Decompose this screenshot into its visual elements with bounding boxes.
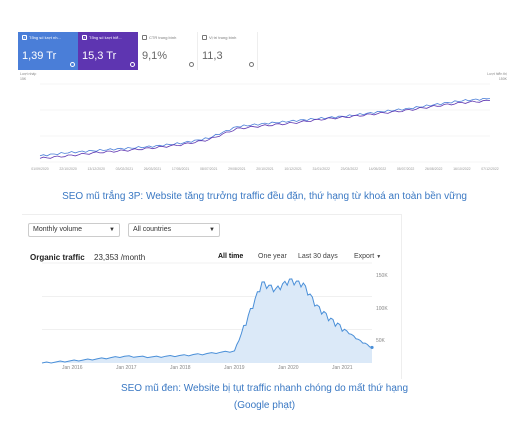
card-label: CTR trung bình	[149, 35, 177, 40]
y-tick-label: 50K	[376, 338, 385, 344]
card-label: Tổng số lượt nh...	[29, 35, 61, 40]
y-tick-label: 150K	[376, 273, 388, 279]
y-tick-label: 100K	[376, 306, 388, 312]
x-tick-label: 20/10/2021	[256, 167, 274, 171]
metric-select-value: Monthly volume	[33, 226, 83, 233]
card-label: Tổng số lượt hiể...	[89, 35, 122, 40]
current-point[interactable]	[370, 345, 374, 350]
card-total-clicks[interactable]: ✓ Tổng số lượt nh... 1,39 Tr	[18, 32, 78, 70]
x-tick-label: 13/12/2020	[87, 167, 105, 171]
x-tick-label: 29/08/2021	[228, 167, 246, 171]
x-tick-label: Jan 2019	[224, 365, 245, 371]
caption-black-hat: SEO mũ đen: Website bị tụt traffic nhanh…	[120, 383, 409, 394]
x-tick-label: 01/09/2020	[31, 167, 49, 171]
x-tick-label: 26/03/2021	[144, 167, 162, 171]
x-tick-label: 08/07/2021	[200, 167, 218, 171]
x-tick-label: 31/01/2022	[312, 167, 330, 171]
x-tick-label: Jan 2017	[116, 365, 137, 371]
chevron-down-icon: ▼	[209, 227, 215, 233]
help-icon[interactable]	[189, 62, 194, 67]
country-select-value: All countries	[133, 226, 172, 233]
x-tick-label: 03/02/2021	[116, 167, 134, 171]
x-tick-label: Jan 2018	[170, 365, 191, 371]
organic-traffic-label: Organic traffic	[30, 253, 85, 262]
metric-cards: ✓ Tổng số lượt nh... 1,39 Tr ✓ Tổng số lượ…	[18, 32, 258, 70]
card-label: Vị trí trung bình	[209, 35, 237, 40]
card-average-position[interactable]: Vị trí trung bình 11,3	[198, 32, 258, 70]
export-button[interactable]: Export ▼	[354, 253, 381, 260]
caption-google-penalty: (Google phạt)	[233, 400, 296, 411]
x-tick-label: 10/12/2021	[284, 167, 302, 171]
chevron-down-icon: ▼	[376, 254, 382, 260]
traffic-area	[42, 278, 372, 363]
card-value: 15,3 Tr	[82, 50, 117, 62]
range-all-time[interactable]: All time	[218, 253, 244, 260]
x-tick-label: Jan 2021	[332, 365, 353, 371]
search-console-panel: ✓ Tổng số lượt nh... 1,39 Tr ✓ Tổng số lượ…	[18, 32, 513, 182]
series-line-clicks	[39, 97, 491, 157]
x-tick-label: 17/05/2021	[172, 167, 190, 171]
help-icon[interactable]	[130, 62, 135, 67]
check-icon: ✓	[22, 35, 27, 40]
right-axis-max: 150K	[498, 77, 507, 81]
x-tick-label: 05/07/2022	[397, 167, 415, 171]
chevron-down-icon: ▼	[109, 227, 115, 233]
checkbox-icon	[142, 35, 147, 40]
series-line-impressions	[39, 99, 491, 159]
right-axis-title: Lượt hiển thị	[487, 72, 507, 76]
card-total-impressions[interactable]: ✓ Tổng số lượt hiể... 15,3 Tr	[78, 32, 138, 70]
x-tick-label: Jan 2020	[278, 365, 299, 371]
range-one-year[interactable]: One year	[258, 253, 287, 260]
card-value: 11,3	[202, 50, 223, 62]
x-tick-label: 22/10/2020	[59, 167, 77, 171]
check-icon: ✓	[82, 35, 87, 40]
help-icon[interactable]	[249, 62, 254, 67]
range-last-30-days[interactable]: Last 30 days	[298, 253, 338, 260]
country-select[interactable]: All countries ▼	[128, 223, 220, 237]
help-icon[interactable]	[70, 62, 75, 67]
search-console-chart: 01/09/2020 22/10/2020 13/12/2020 03/02/2021…	[31, 83, 499, 171]
x-tick-label: 07/12/2022	[481, 167, 499, 171]
x-tick-label: 16/10/2022	[453, 167, 471, 171]
card-average-ctr[interactable]: CTR trung bình 9,1%	[138, 32, 198, 70]
card-value: 1,39 Tr	[22, 50, 57, 62]
ahrefs-panel: Monthly volume ▼ All countries ▼ Organic…	[22, 214, 402, 379]
checkbox-icon	[202, 35, 207, 40]
left-axis-title: Lượt nhấp	[20, 72, 37, 76]
metric-select[interactable]: Monthly volume ▼	[28, 223, 120, 237]
traffic-line	[41, 278, 373, 364]
export-label: Export	[354, 253, 375, 260]
caption-white-hat: SEO mũ trắng 3P: Website tăng trưởng tra…	[62, 191, 467, 202]
organic-traffic-chart	[41, 262, 374, 364]
organic-traffic-value: 23,353 /month	[94, 253, 146, 262]
x-tick-label: 23/03/2022	[341, 167, 359, 171]
card-value: 9,1%	[142, 50, 168, 62]
left-axis-max: 15K	[20, 77, 27, 81]
x-tick-label: 14/05/2022	[369, 167, 387, 171]
x-tick-label: 26/08/2022	[425, 167, 443, 171]
x-tick-label: Jan 2016	[62, 365, 83, 371]
